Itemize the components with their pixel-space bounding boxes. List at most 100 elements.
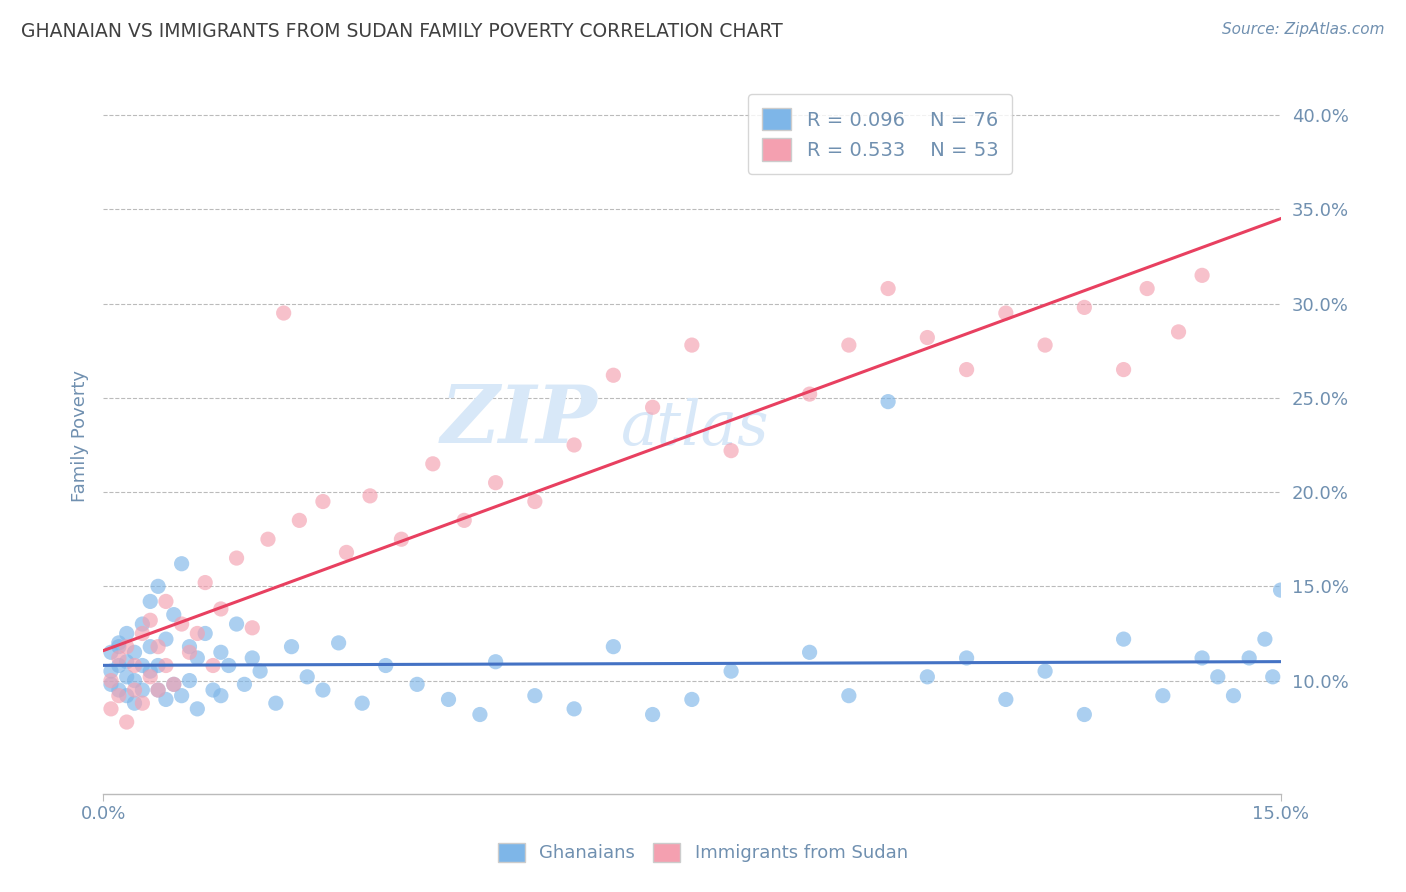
Point [1191,651,1213,665]
Point [359,489,381,503]
Point [1033,664,1056,678]
Point [100,677,122,691]
Point [422,457,444,471]
Point [453,513,475,527]
Text: atlas: atlas [621,399,769,458]
Point [641,707,664,722]
Text: GHANAIAN VS IMMIGRANTS FROM SUDAN FAMILY POVERTY CORRELATION CHART: GHANAIAN VS IMMIGRANTS FROM SUDAN FAMILY… [21,22,783,41]
Point [1222,689,1244,703]
Point [602,368,624,383]
Point [799,645,821,659]
Point [1136,281,1159,295]
Point [139,640,162,654]
Point [264,696,287,710]
Point [1112,632,1135,647]
Point [124,658,146,673]
Point [139,613,162,627]
Point [641,401,664,415]
Point [312,683,335,698]
Point [163,677,186,691]
Point [202,658,225,673]
Point [328,636,350,650]
Point [179,673,201,688]
Point [124,696,146,710]
Point [233,677,256,691]
Point [108,658,131,673]
Point [115,626,138,640]
Point [146,683,169,698]
Point [406,677,429,691]
Point [225,617,247,632]
Point [139,670,162,684]
Point [163,607,186,622]
Point [288,513,311,527]
Point [170,617,193,632]
Point [335,545,357,559]
Point [186,702,208,716]
Point [209,602,232,616]
Point [146,658,169,673]
Point [115,670,138,684]
Point [562,438,585,452]
Point [1152,689,1174,703]
Point [170,689,193,703]
Point [838,689,860,703]
Text: Source: ZipAtlas.com: Source: ZipAtlas.com [1222,22,1385,37]
Point [1073,301,1095,315]
Point [1191,268,1213,283]
Point [1167,325,1189,339]
Point [994,306,1017,320]
Point [312,494,335,508]
Point [179,645,201,659]
Point [115,689,138,703]
Point [1206,670,1229,684]
Point [155,658,177,673]
Point [139,664,162,678]
Point [115,714,138,729]
Point [186,651,208,665]
Point [146,683,169,698]
Point [100,664,122,678]
Point [155,594,177,608]
Point [124,673,146,688]
Point [994,692,1017,706]
Point [202,683,225,698]
Point [917,670,939,684]
Point [108,689,131,703]
Point [257,533,280,547]
Legend: R = 0.096    N = 76, R = 0.533    N = 53: R = 0.096 N = 76, R = 0.533 N = 53 [748,95,1012,174]
Point [209,645,232,659]
Point [108,636,131,650]
Point [681,338,703,352]
Point [955,362,977,376]
Point [877,281,900,295]
Point [838,338,860,352]
Point [225,551,247,566]
Point [163,677,186,691]
Point [218,658,240,673]
Point [681,692,703,706]
Point [194,575,217,590]
Point [484,475,506,490]
Point [1073,707,1095,722]
Point [523,689,546,703]
Point [437,692,460,706]
Point [562,702,585,716]
Text: ZIP: ZIP [441,383,598,460]
Point [155,632,177,647]
Point [249,664,271,678]
Point [720,443,742,458]
Point [602,640,624,654]
Point [124,645,146,659]
Point [484,655,506,669]
Point [131,683,153,698]
Point [115,655,138,669]
Point [1270,583,1292,598]
Point [1033,338,1056,352]
Point [108,683,131,698]
Point [273,306,295,320]
Point [170,557,193,571]
Point [240,621,263,635]
Point [100,645,122,659]
Point [100,673,122,688]
